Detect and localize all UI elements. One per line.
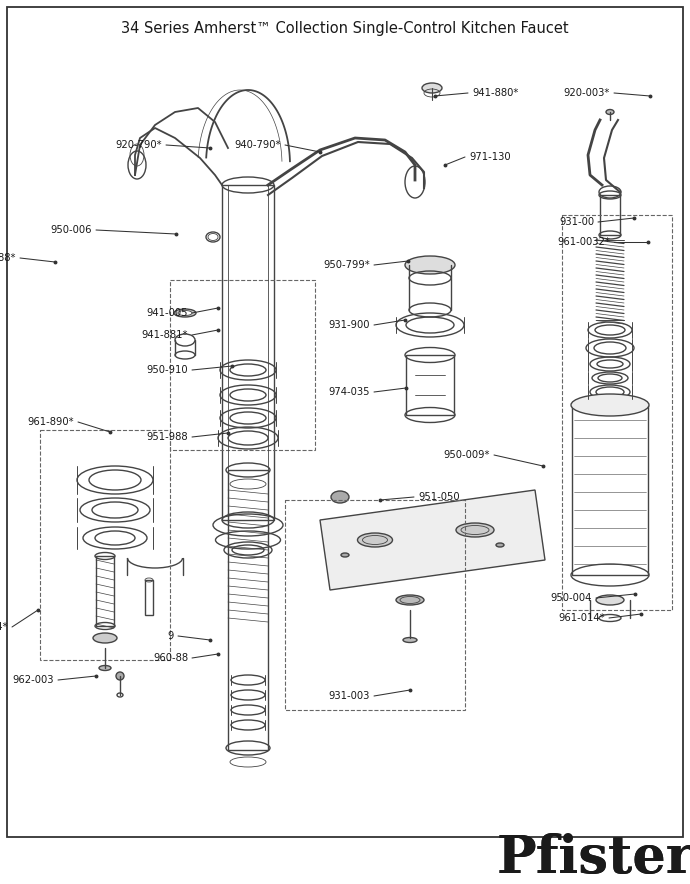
Ellipse shape [422, 83, 442, 93]
Ellipse shape [496, 543, 504, 547]
Bar [222, 185, 274, 520]
Text: 951-888*: 951-888* [0, 253, 16, 263]
Bar [170, 280, 315, 450]
Text: 950-799*: 950-799* [323, 260, 370, 270]
Ellipse shape [116, 672, 124, 680]
Text: 920-003*: 920-003* [564, 88, 610, 98]
Bar [285, 500, 465, 710]
Bar [228, 470, 268, 750]
Ellipse shape [93, 633, 117, 643]
Text: 961-004*: 961-004* [0, 622, 8, 632]
Ellipse shape [405, 256, 455, 274]
Ellipse shape [174, 309, 196, 317]
Text: 920-790*: 920-790* [115, 140, 162, 150]
Ellipse shape [396, 595, 424, 605]
Text: 931-900: 931-900 [328, 320, 370, 330]
Bar [600, 195, 620, 235]
Text: 962-003: 962-003 [12, 675, 54, 685]
Bar [562, 215, 672, 610]
Ellipse shape [341, 553, 349, 557]
Text: 950-004: 950-004 [551, 593, 592, 603]
Bar [406, 355, 454, 415]
Text: 950-009*: 950-009* [444, 450, 490, 460]
Ellipse shape [456, 523, 494, 537]
Text: 951-050: 951-050 [418, 492, 460, 502]
Text: 9: 9 [168, 631, 174, 641]
Text: Pfıster: Pfıster [496, 833, 690, 883]
Text: Pfister: Pfister [496, 833, 690, 883]
Ellipse shape [178, 310, 192, 316]
Polygon shape [320, 490, 545, 590]
Text: 961-014*: 961-014* [558, 613, 605, 623]
Text: 961-890*: 961-890* [28, 417, 74, 427]
Bar [40, 430, 170, 660]
Text: 931-00: 931-00 [559, 217, 594, 227]
Ellipse shape [403, 637, 417, 643]
Ellipse shape [357, 533, 393, 547]
Bar [572, 405, 648, 575]
Text: 971-130: 971-130 [469, 152, 511, 162]
Text: 950-006: 950-006 [50, 225, 92, 235]
Bar [145, 580, 153, 615]
Text: 941-880*: 941-880* [472, 88, 518, 98]
Ellipse shape [596, 595, 624, 605]
Text: 951-988: 951-988 [146, 432, 188, 442]
Bar [96, 556, 114, 626]
Text: 941-881*: 941-881* [141, 330, 188, 340]
Text: 950-910: 950-910 [146, 365, 188, 375]
Text: 974-035: 974-035 [328, 387, 370, 397]
Text: 931-003: 931-003 [328, 691, 370, 701]
Ellipse shape [606, 110, 614, 115]
Ellipse shape [99, 666, 111, 670]
Ellipse shape [571, 394, 649, 416]
Text: 941-005: 941-005 [146, 308, 188, 318]
Text: 940-790*: 940-790* [235, 140, 281, 150]
Text: 961-0032*: 961-0032* [557, 237, 610, 247]
Ellipse shape [331, 491, 349, 503]
Text: 34 Series Amherst™ Collection Single-Control Kitchen Faucet: 34 Series Amherst™ Collection Single-Con… [121, 20, 569, 35]
Text: 960-88: 960-88 [153, 653, 188, 663]
